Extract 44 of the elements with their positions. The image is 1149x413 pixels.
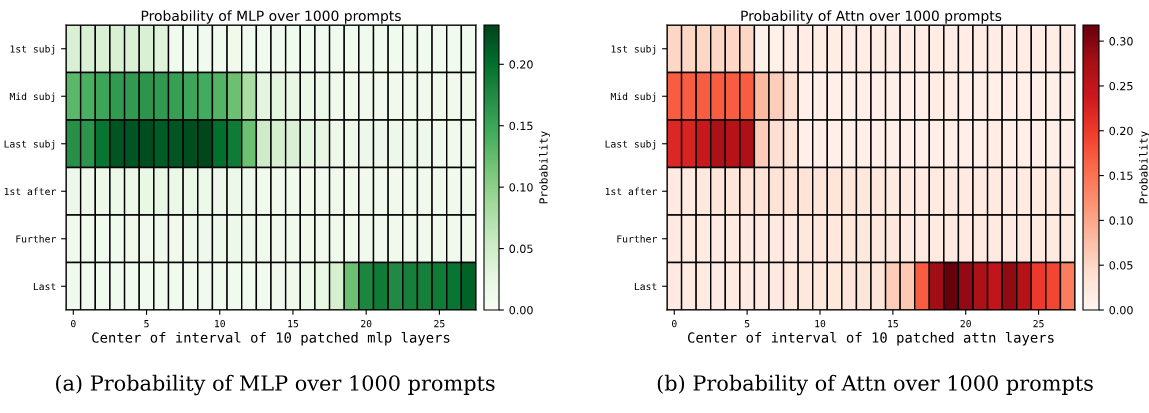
color-bar-label: 0.15 [509,121,533,131]
text: (b) Probability of Attn over 1000 prompts [657,374,1093,396]
y-tick-label: Further [617,235,657,243]
color-bar-label: 0.00 [1109,305,1133,315]
y-tick-label: 1st after [4,187,56,196]
y-tick-label: Last subj [605,140,656,150]
y-tick-label: Last subj [4,140,55,150]
text: (a) Probability of MLP over 1000 prompts [56,374,495,396]
y-tick-label: Mid subj [610,92,656,102]
x-tick-label: 10 [815,319,826,328]
x-tick-label: 0 [71,319,76,328]
x-tick-label: 25 [434,319,445,328]
y-tick-label: Mid subj [9,92,55,102]
color-bar-label: 0.25 [1109,81,1133,91]
x-tick-label: 0 [671,319,677,328]
color-bar-label: 0.05 [1109,261,1133,270]
chart-title: Probability of Attn over 1000 prompts [741,10,1002,24]
chart-title: Probability of MLP over 1000 prompts [141,10,401,24]
y-tick-label: 1st subj [611,45,656,55]
y-tick-label: 1st after [605,187,657,196]
color-bar-label: 0.10 [1109,216,1133,225]
x-tick-label: 20 [960,319,971,328]
y-tick-label: Further [16,235,56,243]
x-tick-label: 15 [888,320,898,328]
color-bar-label: 0.20 [509,60,533,69]
x-tick-label: 20 [361,319,372,328]
color-bar-label: 0.00 [509,305,533,315]
color-bar-title: Probability [539,131,550,204]
color-bar-label: 0.20 [1109,126,1133,136]
color-bar-label: 0.30 [1109,37,1133,46]
y-tick-label: Last [634,282,657,291]
x-tick-label: 10 [215,319,225,328]
color-bar-label: 0.15 [1109,171,1133,180]
x-tick-label: 15 [288,320,299,328]
y-tick-label: Last [33,282,56,291]
color-bar-label: 0.05 [509,244,533,253]
x-tick-label: 5 [144,320,149,328]
y-tick-label: 1st subj [10,45,55,55]
color-bar-label: 0.10 [509,183,533,192]
x-axis-title: Center of interval of 10 patched attn layers [687,331,1054,346]
color-bar-title: Probability [1139,131,1149,204]
x-tick-label: 25 [1033,319,1044,328]
x-axis-title: Center of interval of 10 patched mlp layers [92,331,450,346]
x-tick-label: 5 [744,320,750,328]
